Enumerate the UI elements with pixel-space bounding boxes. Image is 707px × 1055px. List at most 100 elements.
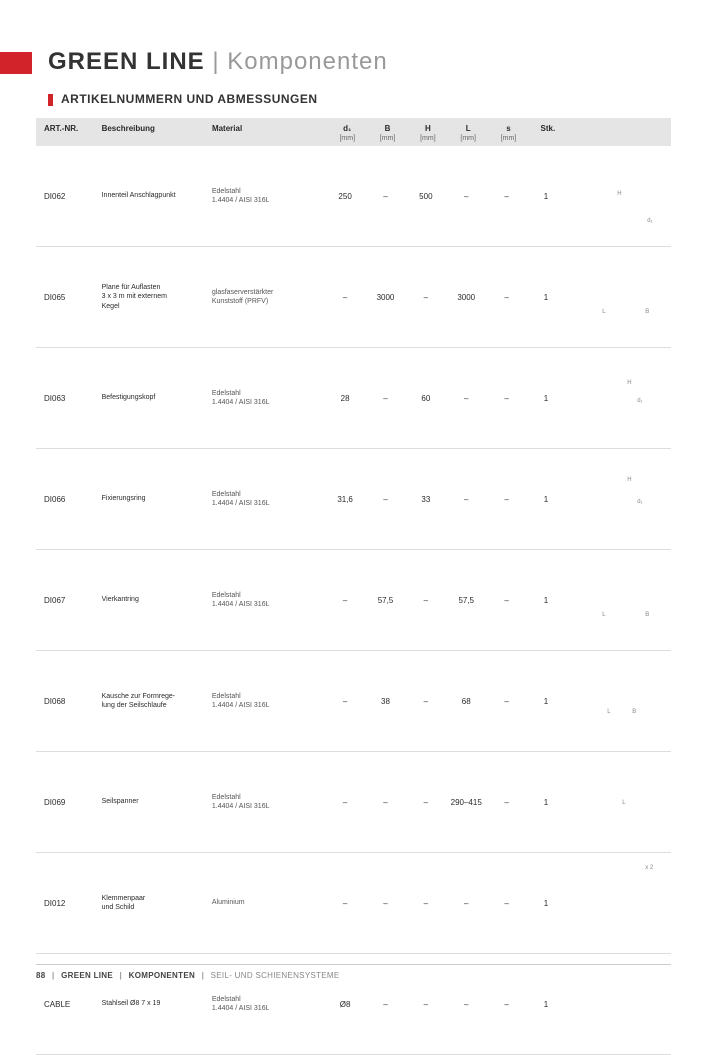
table-row: DI068Kausche zur Formrege- lung der Seil… xyxy=(36,651,671,752)
col-description: Beschreibung xyxy=(102,124,212,133)
cell-art: DI068 xyxy=(44,697,102,706)
cell-h: – xyxy=(408,798,448,807)
cell-description: Stahlseil Ø8 7 x 19 xyxy=(102,999,212,1008)
cell-material: Edelstahl 1.4404 / AISI 316L xyxy=(212,389,327,407)
section-subtitle: ARTIKELNUMMERN UND ABMESSUNGEN xyxy=(48,92,318,106)
diagram: x 2 xyxy=(567,873,663,933)
accent-bar xyxy=(0,52,32,74)
cell-h: – xyxy=(408,293,448,302)
diagram-label: x 2 xyxy=(645,865,653,871)
cell-h: 60 xyxy=(408,394,448,403)
cell-b: 3000 xyxy=(367,293,407,302)
footer-sep: | xyxy=(120,971,123,980)
cell-s: – xyxy=(488,192,528,201)
cell-description: Klemmenpaar und Schild xyxy=(102,894,212,912)
diagram: Hd₁ xyxy=(567,166,663,226)
cell-h: 33 xyxy=(408,495,448,504)
cell-h: – xyxy=(408,1000,448,1009)
cell-d1: – xyxy=(327,697,367,706)
table-row: DI067VierkantringEdelstahl 1.4404 / AISI… xyxy=(36,550,671,651)
cell-s: – xyxy=(488,899,528,908)
cell-description: Plane für Auflasten 3 x 3 m mit externem… xyxy=(102,283,212,310)
diagram-label: d₁ xyxy=(647,218,652,224)
cell-stk: 1 xyxy=(529,798,567,807)
cell-stk: 1 xyxy=(529,697,567,706)
footer-crumb3: SEIL- UND SCHIENENSYSTEME xyxy=(211,971,340,980)
cell-description: Seilspanner xyxy=(102,797,212,806)
cell-material: glasfaserverstärkter Kunststoff (PRFV) xyxy=(212,288,327,306)
table-row: DI065Plane für Auflasten 3 x 3 m mit ext… xyxy=(36,247,671,348)
cell-art: CABLE xyxy=(44,1000,102,1009)
cell-stk: 1 xyxy=(529,293,567,302)
cell-l: 68 xyxy=(448,697,488,706)
diagram-label: L xyxy=(602,309,605,315)
page-title: GREEN LINE | Komponenten xyxy=(48,48,388,76)
diagram-label: B xyxy=(645,309,649,315)
cell-art: DI065 xyxy=(44,293,102,302)
col-material: Material xyxy=(212,124,327,133)
col-d1: d₁ [mm] xyxy=(327,124,367,142)
cell-material: Edelstahl 1.4404 / AISI 316L xyxy=(212,591,327,609)
cell-b: – xyxy=(367,1000,407,1009)
diagram: LB xyxy=(567,671,663,731)
cell-stk: 1 xyxy=(529,192,567,201)
cell-l: – xyxy=(448,899,488,908)
table-row: DI069SeilspannerEdelstahl 1.4404 / AISI … xyxy=(36,752,671,853)
cell-b: – xyxy=(367,495,407,504)
cell-description: Fixierungsring xyxy=(102,494,212,503)
section-name: Komponenten xyxy=(227,48,387,75)
cell-l: – xyxy=(448,192,488,201)
cell-material: Edelstahl 1.4404 / AISI 316L xyxy=(212,490,327,508)
cell-art: DI069 xyxy=(44,798,102,807)
diagram-label: L xyxy=(607,709,610,715)
diagram-label: L xyxy=(622,800,625,806)
cell-l: – xyxy=(448,495,488,504)
diagram: L xyxy=(567,772,663,832)
cell-l: 290–415 xyxy=(448,798,488,807)
diagram-label: H xyxy=(627,380,631,386)
page-footer: 88 | GREEN LINE | KOMPONENTEN | SEIL- UN… xyxy=(36,964,671,980)
col-b: B [mm] xyxy=(367,124,407,142)
col-s: s [mm] xyxy=(488,124,528,142)
diagram: Hd₁ xyxy=(567,368,663,428)
diagram-label: H xyxy=(617,191,621,197)
footer-crumb1: GREEN LINE xyxy=(61,971,113,980)
cell-stk: 1 xyxy=(529,394,567,403)
diagram-label: H xyxy=(627,477,631,483)
cell-d1: 28 xyxy=(327,394,367,403)
cell-h: – xyxy=(408,596,448,605)
cell-s: – xyxy=(488,798,528,807)
cell-material: Edelstahl 1.4404 / AISI 316L xyxy=(212,187,327,205)
cell-b: – xyxy=(367,192,407,201)
spec-table: ART.-NR. Beschreibung Material d₁ [mm] B… xyxy=(36,118,671,1055)
diagram-label: B xyxy=(645,612,649,618)
diagram: LB xyxy=(567,267,663,327)
cell-b: – xyxy=(367,899,407,908)
cell-art: DI067 xyxy=(44,596,102,605)
table-row: DI062Innenteil AnschlagpunktEdelstahl 1.… xyxy=(36,146,671,247)
diagram xyxy=(567,974,663,1034)
cell-d1: – xyxy=(327,596,367,605)
cell-s: – xyxy=(488,495,528,504)
cell-h: 500 xyxy=(408,192,448,201)
cell-stk: 1 xyxy=(529,596,567,605)
footer-sep: | xyxy=(52,971,55,980)
cell-d1: – xyxy=(327,798,367,807)
diagram-label: B xyxy=(632,709,636,715)
diagram: Hd₁ xyxy=(567,469,663,529)
cell-b: 57,5 xyxy=(367,596,407,605)
cell-stk: 1 xyxy=(529,1000,567,1009)
cell-l: – xyxy=(448,1000,488,1009)
table-body: DI062Innenteil AnschlagpunktEdelstahl 1.… xyxy=(36,146,671,1055)
cell-l: – xyxy=(448,394,488,403)
cell-d1: 31,6 xyxy=(327,495,367,504)
page-number: 88 xyxy=(36,971,46,980)
cell-description: Kausche zur Formrege- lung der Seilschla… xyxy=(102,692,212,710)
cell-d1: – xyxy=(327,899,367,908)
diagram: LB xyxy=(567,570,663,630)
cell-art: DI012 xyxy=(44,899,102,908)
cell-s: – xyxy=(488,596,528,605)
cell-s: – xyxy=(488,697,528,706)
cell-l: 57,5 xyxy=(448,596,488,605)
cell-b: 38 xyxy=(367,697,407,706)
